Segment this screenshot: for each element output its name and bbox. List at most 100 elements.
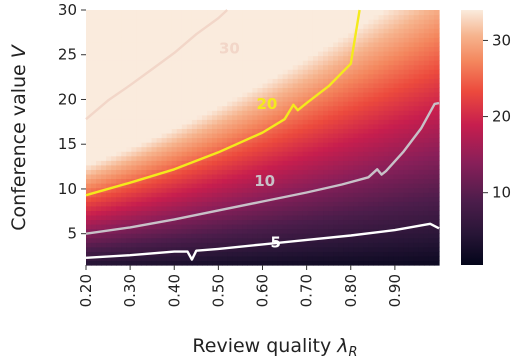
heatmap-cell [247,155,254,161]
heatmap-cell [171,105,178,111]
heatmap-cell [181,173,188,180]
heatmap-cell [186,169,193,175]
heatmap-cell [358,233,364,239]
heatmap-cell [181,64,188,70]
heatmap-cell [378,64,385,70]
heatmap-cell [358,37,364,43]
heatmap-cell [212,142,218,148]
heatmap-cell [96,73,102,79]
heatmap-cell [408,91,415,98]
heatmap-cell [277,192,284,198]
heatmap-cell [363,196,369,202]
heatmap-cell [222,14,228,20]
heatmap-cell [222,69,228,75]
heatmap-cell [343,155,349,161]
heatmap-cell [338,146,344,152]
heatmap-cell [423,187,430,193]
heatmap-cell [262,46,269,52]
heatmap-cell [237,201,243,207]
heatmap-cell [323,82,329,89]
heatmap-cell [312,214,319,221]
heatmap-cell [232,87,238,93]
heatmap-cell [333,87,339,93]
heatmap-cell [191,10,198,16]
heatmap-cell [338,123,344,129]
heatmap-cell [191,233,198,239]
heatmap-cell [237,210,243,216]
heatmap-cell [196,260,203,266]
heatmap-cell [181,23,188,29]
heatmap-cell [408,214,415,221]
heatmap-cell [312,242,319,248]
heatmap-cell [307,19,314,25]
heatmap-cell [257,69,264,75]
heatmap-cell [196,151,203,157]
heatmap-cell [277,132,284,139]
heatmap-cell [418,41,425,48]
heatmap-cell [126,246,132,252]
heatmap-cell [323,214,329,221]
heatmap-cell [257,255,264,262]
heatmap-cell [101,60,107,66]
heatmap-cell [106,169,112,175]
heatmap-cell [186,60,193,66]
heatmap-cell [262,105,269,111]
heatmap-cell [131,196,138,202]
heatmap-cell [378,224,385,230]
heatmap-cell [111,251,117,257]
heatmap-cell [232,28,238,34]
heatmap-cell [171,64,178,70]
heatmap-cell [343,82,349,89]
heatmap-cell [302,192,309,198]
heatmap-cell [333,128,339,134]
heatmap-cell [368,160,375,166]
heatmap-cell [418,237,425,243]
heatmap-cell [307,73,314,79]
heatmap-cell [368,246,375,252]
heatmap-cell [101,82,107,89]
heatmap-cell [207,251,213,257]
heatmap-cell [408,196,415,202]
heatmap-cell [257,233,264,239]
heatmap-cell [131,260,138,266]
heatmap-cell [292,151,299,157]
heatmap-cell [373,114,380,120]
heatmap-cell [383,233,390,239]
heatmap-cell [353,187,359,193]
heatmap-cell [312,119,319,125]
heatmap-cell [186,105,193,111]
heatmap-cell [348,46,354,52]
heatmap-cell [423,50,430,57]
heatmap-cell [398,237,405,243]
heatmap-cell [161,205,168,211]
heatmap-cell [126,192,132,198]
heatmap-cell [91,260,97,266]
heatmap-cell [151,19,158,25]
heatmap-cell [388,160,395,166]
heatmap-cell [161,114,168,120]
heatmap-cell [232,55,238,61]
heatmap-cell [292,82,299,89]
heatmap-cell [136,151,143,157]
heatmap-cell [398,82,405,89]
heatmap-cell [101,132,107,139]
heatmap-cell [232,205,238,211]
heatmap-cell [302,187,309,193]
heatmap-cell [418,155,425,161]
heatmap-cell [433,119,440,125]
heatmap-cell [212,105,218,111]
heatmap-cell [237,260,243,266]
heatmap-cell [343,237,349,243]
heatmap-cell [207,10,213,16]
heatmap-cell [196,169,203,175]
heatmap-cell [307,101,314,107]
heatmap-cell [307,137,314,143]
heatmap-cell [161,224,168,230]
heatmap-cell [348,87,354,93]
heatmap-cell [393,187,400,193]
heatmap-cell [358,201,364,207]
heatmap-cell [191,123,198,129]
heatmap-cell [373,55,380,61]
colorbar [461,10,483,265]
heatmap-cell [207,155,213,161]
